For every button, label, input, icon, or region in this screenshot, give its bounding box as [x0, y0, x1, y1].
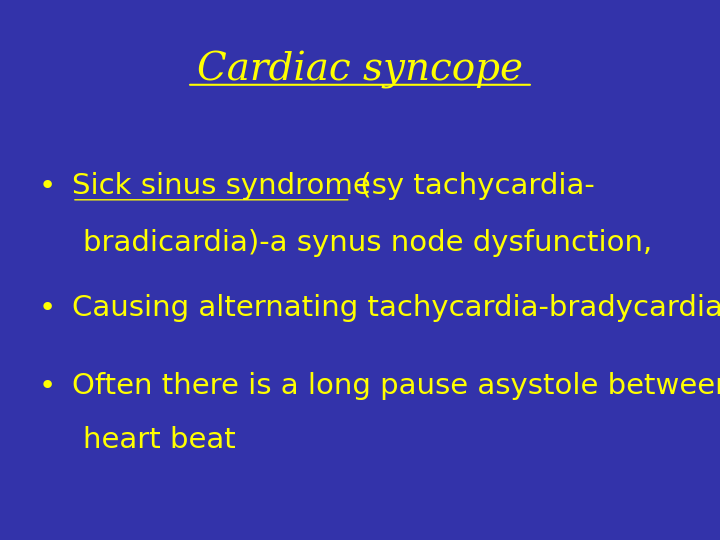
Text: Cardiac syncope: Cardiac syncope [197, 51, 523, 89]
Text: bradicardia)-a synus node dysfunction,: bradicardia)-a synus node dysfunction, [83, 229, 652, 257]
Text: heart beat: heart beat [83, 426, 235, 454]
Text: Causing alternating tachycardia-bradycardia: Causing alternating tachycardia-bradycar… [72, 294, 720, 322]
Text: (sy tachycardia-: (sy tachycardia- [351, 172, 595, 200]
Text: Often there is a long pause asystole between: Often there is a long pause asystole bet… [72, 372, 720, 400]
Text: •: • [38, 172, 55, 200]
Text: •: • [38, 372, 55, 400]
Text: •: • [38, 294, 55, 322]
Text: Sick sinus syndrome: Sick sinus syndrome [72, 172, 371, 200]
